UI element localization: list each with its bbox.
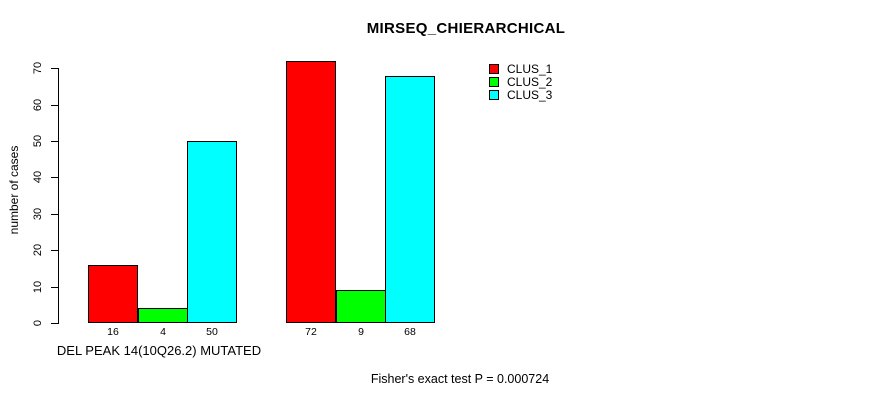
y-axis-tick: [51, 214, 59, 215]
bar-clus_2-group1: [138, 308, 188, 323]
bar-clus_1-group1: [88, 265, 138, 323]
bar-value-label: 4: [160, 326, 166, 338]
y-axis-line: [58, 68, 59, 323]
bar-clus_2-group2: [336, 290, 386, 323]
bar-value-label: 50: [206, 326, 218, 338]
bar-value-label: 16: [107, 326, 119, 338]
y-axis-tick-label: 70: [32, 61, 44, 75]
legend-item-clus_2: CLUS_2: [489, 75, 553, 89]
legend-item-clus_3: CLUS_3: [489, 88, 553, 102]
x-axis-label: DEL PEAK 14(10Q26.2) MUTATED: [56, 343, 262, 358]
y-axis-tick-label: 0: [32, 319, 44, 327]
legend: CLUS_1 CLUS_2 CLUS_3: [489, 62, 553, 102]
y-axis-tick: [51, 177, 59, 178]
legend-swatch-icon: [489, 90, 499, 100]
bar-value-label: 68: [404, 326, 416, 338]
y-axis-tick-label: 20: [32, 243, 44, 257]
y-axis-tick: [51, 250, 59, 251]
y-axis-label: number of cases: [7, 145, 21, 235]
y-axis-tick: [51, 105, 59, 106]
bar-value-label: 9: [358, 326, 364, 338]
legend-item-clus_1: CLUS_1: [489, 62, 553, 76]
legend-label: CLUS_1: [507, 62, 553, 76]
fisher-test-annotation: Fisher's exact test P = 0.000724: [370, 372, 550, 386]
y-axis-tick: [51, 68, 59, 69]
bar-clus_3-group2: [385, 76, 435, 323]
legend-label: CLUS_2: [507, 75, 553, 89]
y-axis-tick-label: 40: [32, 170, 44, 184]
legend-swatch-icon: [489, 77, 499, 87]
legend-label: CLUS_3: [507, 88, 553, 102]
y-axis-tick-label: 60: [32, 98, 44, 112]
y-axis-tick: [51, 323, 59, 324]
bar-clus_3-group1: [187, 141, 237, 323]
chart-title: MIRSEQ_CHIERARCHICAL: [366, 20, 566, 37]
y-axis-tick: [51, 141, 59, 142]
y-axis-tick-label: 30: [32, 207, 44, 221]
bar-value-label: 72: [305, 326, 317, 338]
y-axis-tick: [51, 287, 59, 288]
legend-swatch-icon: [489, 64, 499, 74]
bar-clus_1-group2: [286, 61, 336, 323]
y-axis-tick-label: 10: [32, 280, 44, 294]
y-axis-tick-label: 50: [32, 134, 44, 148]
